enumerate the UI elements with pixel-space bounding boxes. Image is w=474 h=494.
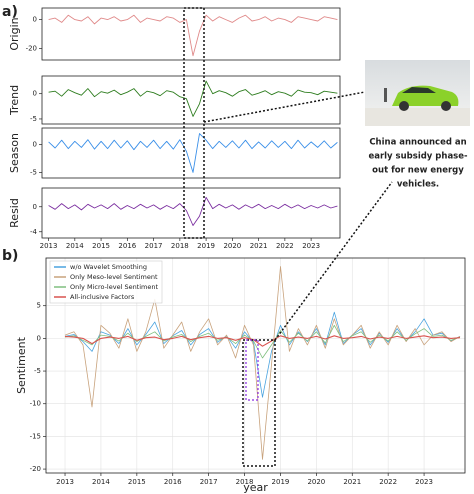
panel-label: a) [2, 4, 18, 20]
highlight [183, 7, 393, 467]
x-tick-label: 2023 [302, 242, 320, 250]
y-tick-label: -5 [34, 367, 41, 375]
y-axis-label: Trend [8, 85, 21, 116]
annotation: China announced an early subsidy phase-ou… [368, 138, 468, 190]
legend-label: Only Meso-level Sentiment [70, 273, 158, 281]
legend-label: w/o Wavelet Smoothing [70, 263, 147, 271]
x-tick-label: 2019 [272, 478, 290, 486]
x-tick-label: 2016 [118, 242, 136, 250]
x-tick-label: 2020 [307, 478, 325, 486]
plot: -4 0 2013 2014 2015 2016 2017 2018 2019 2020 2021 2… [8, 187, 341, 250]
legend-label: Only Micro-level Sentiment [70, 283, 158, 291]
x-tick-label: 2016 [164, 478, 182, 486]
y-axis-label: Origin [8, 17, 21, 50]
plot: -20 -15 -10 -5 0 5 2013 2014 2015 2016 2017 2018 201… [15, 257, 466, 494]
series-line [64, 311, 461, 398]
x-tick-label: 2021 [343, 478, 361, 486]
y-axis-label: Sentiment [15, 336, 28, 394]
annotation-line: vehicles. [397, 180, 439, 190]
plot-frame [41, 127, 341, 179]
y-tick-label: -20 [26, 44, 37, 52]
plot-frame [41, 7, 341, 61]
plot-frame [41, 187, 341, 239]
x-axis-label: year [243, 481, 268, 494]
plot-frame [45, 257, 466, 474]
legend-box [49, 260, 163, 304]
y-tick-label: -5 [30, 115, 37, 123]
x-tick-label: 2021 [250, 242, 268, 250]
y-tick-label: -10 [30, 400, 41, 408]
y-axis-label: Season [8, 133, 21, 173]
plot: -5 0 Season [8, 127, 341, 179]
annotation-line: out for new energy [372, 166, 464, 176]
plot: -5 0 Trend [8, 75, 341, 125]
plot-frame [41, 75, 341, 125]
x-tick-label: 2014 [92, 478, 110, 486]
x-tick-label: 2017 [145, 242, 163, 250]
series-line [48, 196, 338, 226]
legend-label: All-inclusive Factors [70, 293, 135, 301]
x-tick-label: 2019 [197, 242, 215, 250]
y-tick-label: 5 [37, 302, 41, 310]
y-tick-label: -15 [30, 432, 41, 440]
series-line [64, 266, 461, 460]
y-tick-label: 0 [33, 16, 37, 24]
series-line [48, 80, 338, 117]
x-tick-label: 2018 [171, 242, 189, 250]
y-tick-label: 0 [37, 334, 41, 342]
y-tick-label: 0 [33, 141, 37, 149]
annotation-line: China announced an [369, 138, 466, 148]
series-line [64, 335, 461, 347]
x-tick-label: 2022 [276, 242, 294, 250]
x-tick-label: 2015 [92, 242, 110, 250]
annotation-line: early subsidy phase- [368, 152, 468, 162]
photo [365, 60, 470, 126]
y-tick-label: 0 [33, 90, 37, 98]
x-tick-label: 2013 [56, 478, 74, 486]
x-tick-label: 2013 [40, 242, 58, 250]
y-tick-label: 0 [33, 203, 37, 211]
x-tick-label: 2017 [200, 478, 218, 486]
x-tick-label: 2015 [128, 478, 146, 486]
x-tick-label: 2014 [66, 242, 84, 250]
y-tick-label: -4 [30, 228, 38, 236]
panel-label: b) [2, 248, 18, 264]
y-tick-label: -20 [30, 465, 41, 473]
x-tick-label: 2018 [236, 478, 254, 486]
series-line [48, 133, 338, 173]
plot: -20 0 Origin [8, 7, 341, 61]
series-line [64, 324, 461, 359]
x-tick-label: 2022 [379, 478, 397, 486]
series-line [48, 14, 338, 57]
y-tick-label: -5 [30, 168, 37, 176]
x-tick-label: 2023 [415, 478, 433, 486]
y-axis-label: Resid [8, 198, 21, 228]
x-tick-label: 2020 [223, 242, 241, 250]
